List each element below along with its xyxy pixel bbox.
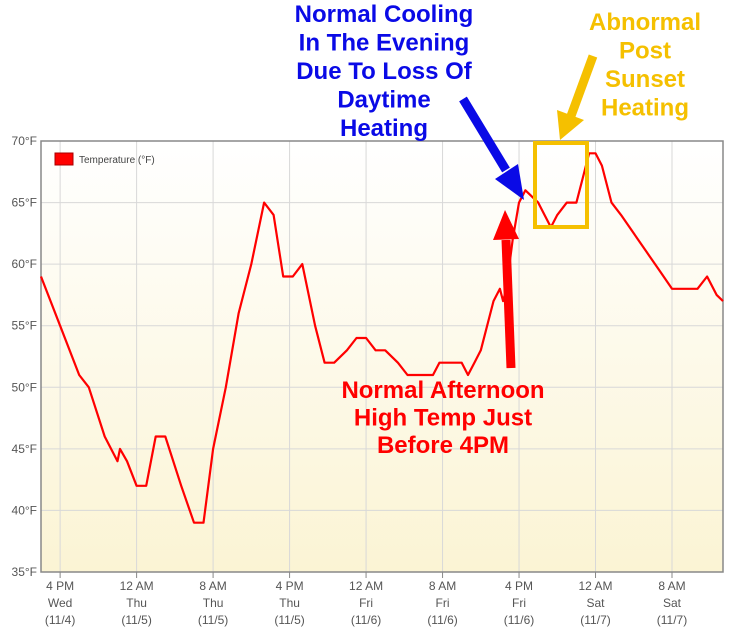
- x-tick-label: 4 PM Wed (11/4): [45, 579, 75, 627]
- annotation-line: Due To Loss Of: [296, 58, 473, 85]
- x-tick-label-line: Sat: [663, 596, 682, 610]
- x-tick-label-line: (11/6): [351, 613, 381, 627]
- x-tick-label-line: (11/5): [198, 613, 228, 627]
- y-tick-label: 40°F: [12, 503, 37, 517]
- x-tick-label: 4 PM Thu (11/5): [274, 579, 304, 627]
- y-tick-label: 65°F: [12, 196, 37, 210]
- y-tick-label: 55°F: [12, 319, 37, 333]
- blue-arrow: [459, 96, 524, 200]
- x-tick-label-line: Wed: [48, 596, 72, 610]
- x-tick-label-line: 4 PM: [46, 579, 74, 593]
- annotation-line: Heating: [340, 115, 428, 142]
- x-tick-label-line: 12 AM: [349, 579, 383, 593]
- x-tick-label-line: Sat: [587, 596, 606, 610]
- abnormal-heating-highlight-box: [533, 141, 589, 229]
- x-tick-label-line: 12 AM: [579, 579, 613, 593]
- annotation-line: Before 4PM: [377, 432, 509, 459]
- x-axis: 4 PM Wed (11/4) 12 AM Thu (11/5) 8 AM Thu (11/5)…: [45, 572, 687, 627]
- x-tick-label-line: 8 AM: [199, 579, 226, 593]
- annotation-line: In The Evening: [299, 30, 470, 57]
- x-tick-label-line: 8 AM: [658, 579, 685, 593]
- y-tick-label: 60°F: [12, 257, 37, 271]
- annotation-line: Sunset: [605, 66, 685, 93]
- x-tick-label-line: Thu: [203, 596, 224, 610]
- x-tick-label-line: Thu: [126, 596, 147, 610]
- x-tick-label-line: (11/5): [121, 613, 151, 627]
- y-tick-label: 50°F: [12, 380, 37, 394]
- y-axis: 70°F 65°F 60°F 55°F 50°F 45°F 40°F 35°F: [12, 134, 37, 579]
- x-tick-label-line: (11/6): [504, 613, 534, 627]
- red-arrow: [493, 210, 519, 369]
- annotation-line: Heating: [601, 95, 689, 122]
- plot-background: [41, 141, 723, 572]
- annotation-line: Daytime: [337, 87, 430, 114]
- y-tick-label: 70°F: [12, 134, 37, 148]
- x-tick-label-line: 4 PM: [276, 579, 304, 593]
- legend-label: Temperature (°F): [79, 155, 155, 166]
- annotation-line: Abnormal: [589, 9, 701, 36]
- x-tick-label-line: (11/4): [45, 613, 75, 627]
- x-tick-label: 8 AM Thu (11/5): [198, 579, 228, 627]
- annotation-line: Normal Afternoon: [341, 377, 544, 404]
- annotation-line: Normal Cooling: [295, 1, 474, 28]
- x-tick-label-line: (11/5): [274, 613, 304, 627]
- x-tick-label-line: Fri: [436, 596, 450, 610]
- yellow-arrow: [557, 54, 598, 140]
- y-tick-label: 35°F: [12, 565, 37, 579]
- x-tick-label: 12 AM Fri (11/6): [349, 579, 383, 627]
- x-tick-label: 12 AM Sat (11/7): [579, 579, 613, 627]
- x-tick-label-line: 8 AM: [429, 579, 456, 593]
- x-tick-label-line: Fri: [512, 596, 526, 610]
- legend-swatch: [54, 152, 74, 166]
- annotation-line: Post: [619, 38, 671, 65]
- x-tick-label: 12 AM Thu (11/5): [120, 579, 154, 627]
- legend: Temperature (°F): [54, 152, 155, 166]
- x-tick-label-line: (11/7): [657, 613, 687, 627]
- x-tick-label-line: (11/6): [427, 613, 457, 627]
- x-tick-label-line: Thu: [279, 596, 300, 610]
- plot-border: [40, 140, 724, 573]
- temperature-series: [39, 152, 724, 524]
- x-tick-label: 8 AM Sat (11/7): [657, 579, 687, 627]
- x-tick-label-line: 12 AM: [120, 579, 154, 593]
- x-tick-label: 4 PM Fri (11/6): [504, 579, 534, 627]
- grid-lines: [41, 140, 723, 573]
- annotation-line: High Temp Just: [354, 405, 532, 432]
- temperature-line: [39, 152, 724, 524]
- x-tick-label: 8 AM Fri (11/6): [427, 579, 457, 627]
- x-tick-label-line: Fri: [359, 596, 373, 610]
- y-tick-label: 45°F: [12, 442, 37, 456]
- x-tick-label-line: (11/7): [580, 613, 610, 627]
- x-tick-label-line: 4 PM: [505, 579, 533, 593]
